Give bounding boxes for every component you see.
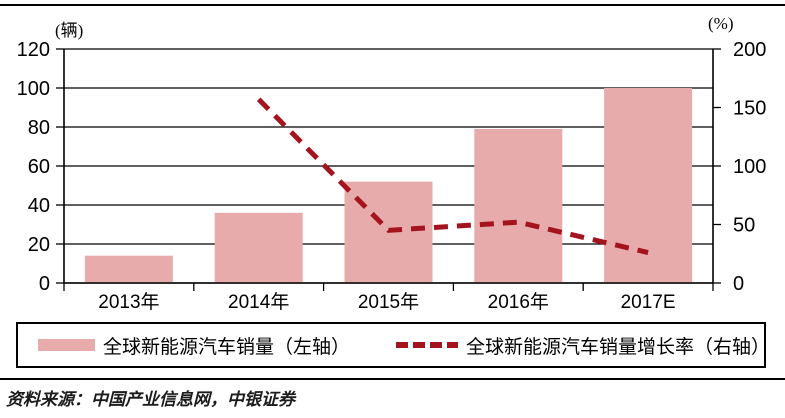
chart-area: 0 20 40 60 80 100 120 0 50 100 150 200 2013年 2014年 201…	[17, 39, 767, 313]
right-axis-tick-label: 0	[733, 273, 744, 295]
x-axis-category-label: 2015年	[358, 291, 419, 313]
legend-label-sales: 全球新能源汽车销量（左轴）	[103, 336, 351, 358]
left-axis-tick-label: 40	[28, 195, 50, 217]
right-axis-tick-label: 200	[733, 39, 766, 61]
sales-bar	[474, 128, 563, 283]
legend-dashed-line-swatch-icon	[396, 342, 459, 348]
top-divider	[0, 4, 785, 6]
left-axis-tick-label: 20	[28, 234, 50, 256]
right-axis-tick-label: 50	[733, 215, 755, 237]
right-axis-unit-label: (%)	[708, 14, 734, 33]
chart-canvas: 0 20 40 60 80 100 120 0 50 100 150 200 2013年 2014年 201…	[17, 39, 767, 313]
sales-bar	[214, 212, 303, 283]
growth-line	[256, 97, 649, 256]
left-axis-tick-label: 80	[28, 117, 50, 139]
x-axis-category-label: 2014年	[228, 291, 289, 313]
x-axis-category-label: 2016年	[488, 291, 549, 313]
x-axis-category-label: 2017E	[621, 292, 676, 313]
x-axis-category-label: 2013年	[98, 291, 159, 313]
right-axis-tick-label: 150	[733, 98, 766, 120]
left-axis-unit-label: (辆)	[55, 21, 84, 40]
legend: 全球新能源汽车销量（左轴） 全球新能源汽车销量增长率（右轴）	[16, 322, 770, 368]
legend-bar-swatch-icon	[38, 339, 95, 351]
left-axis-tick-label: 120	[17, 39, 50, 61]
sales-bar	[604, 88, 693, 283]
right-axis-tick-label: 100	[733, 156, 766, 178]
left-axis-tick-label: 0	[39, 273, 50, 295]
left-axis-tick-label: 100	[17, 78, 50, 100]
sales-bar	[84, 255, 173, 283]
legend-label-growth: 全球新能源汽车销量增长率（右轴）	[466, 336, 771, 358]
left-axis-tick-label: 60	[28, 156, 50, 178]
source-citation: 资料来源：中国产业信息网，中银证券	[6, 390, 295, 409]
bottom-divider	[0, 378, 785, 380]
